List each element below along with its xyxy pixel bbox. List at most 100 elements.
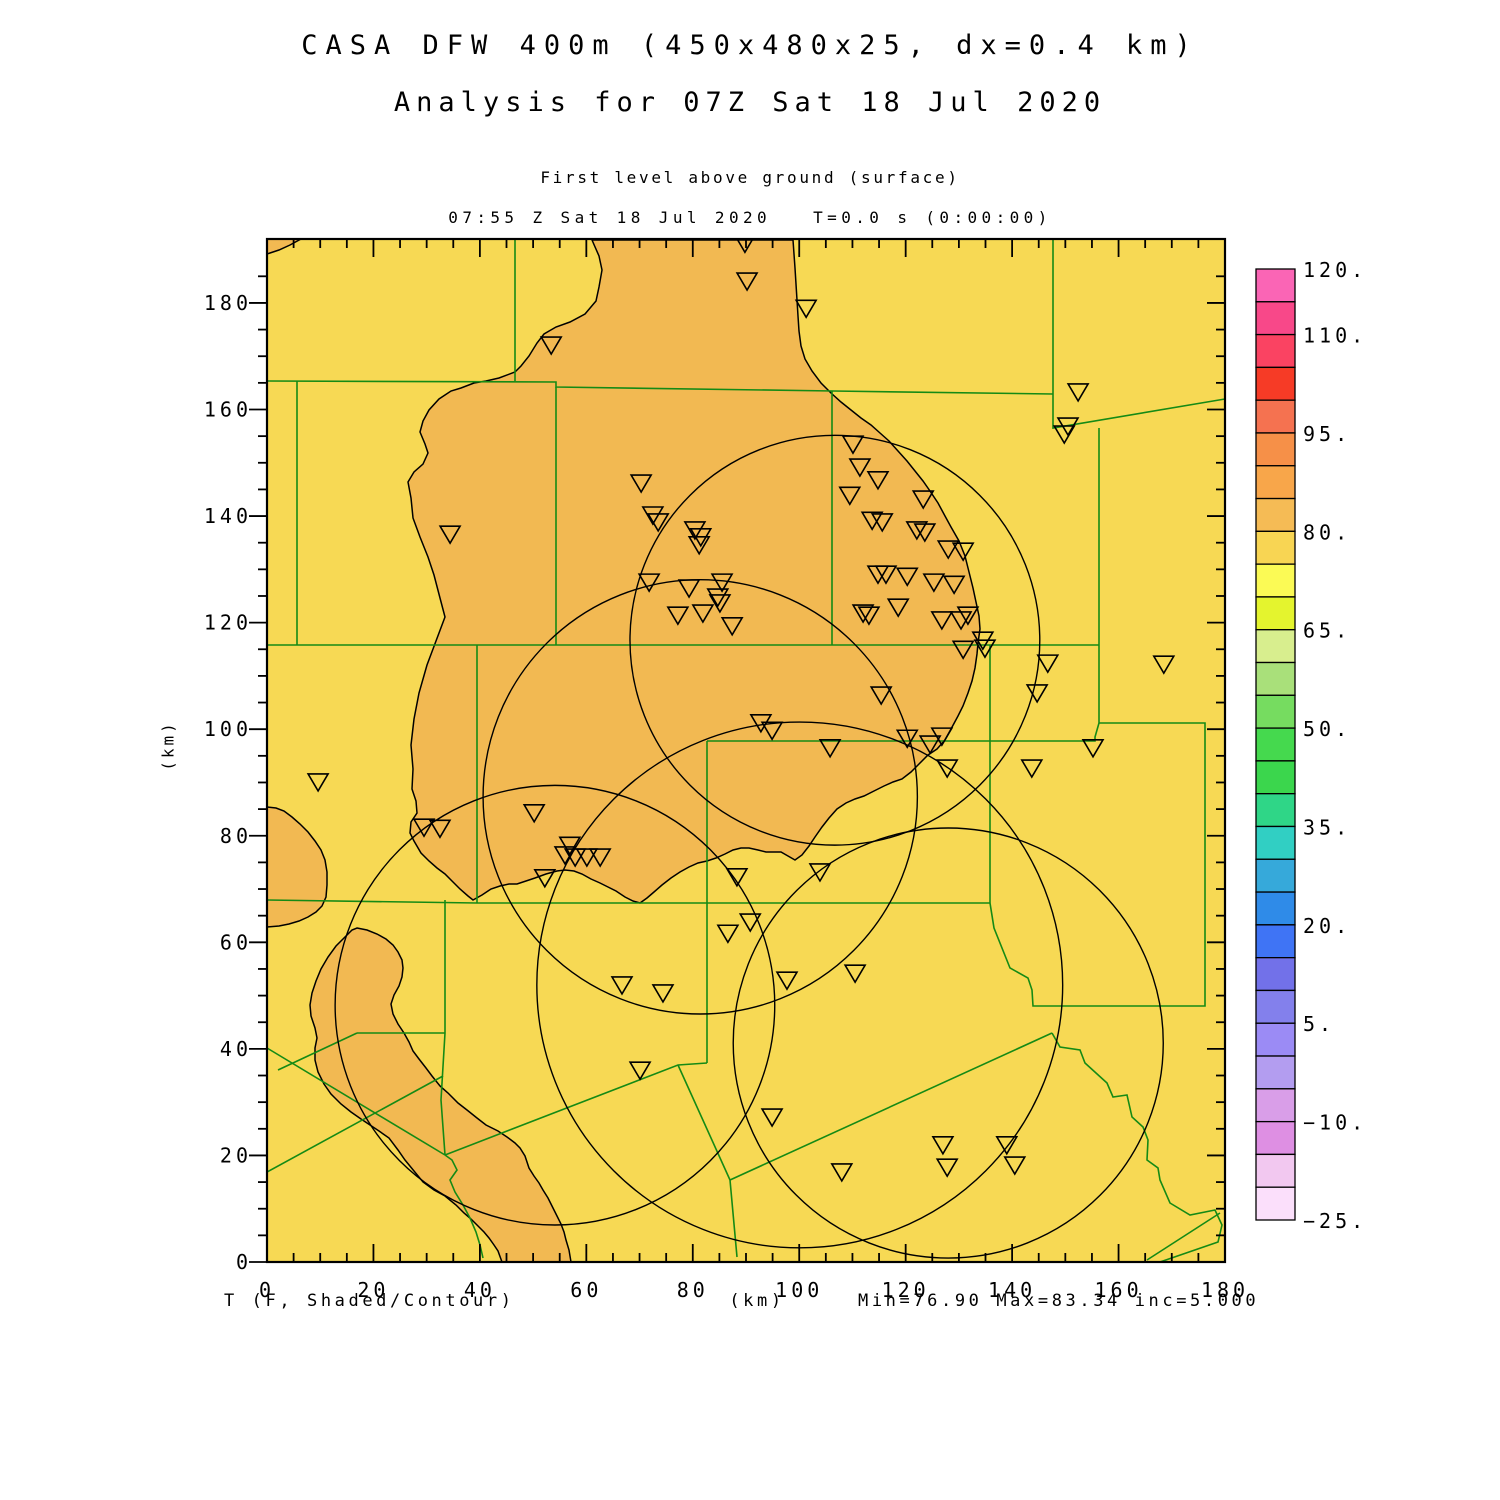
map-area [267, 239, 1225, 1262]
colorbar-label: −10. [1303, 1111, 1367, 1135]
contour-region-northwest-corner-sliver [267, 239, 302, 255]
station-marker-icon [563, 848, 587, 868]
station-marker-icon [738, 913, 762, 933]
colorbar-segment [1255, 661, 1296, 696]
station-marker-icon [1025, 684, 1049, 704]
station-marker-icon [760, 1108, 784, 1128]
station-marker-icon [857, 606, 881, 626]
station-marker-icon [866, 471, 890, 491]
station-marker-icon [651, 984, 675, 1004]
station-marker-icon [843, 964, 867, 984]
station-marker-icon [716, 924, 740, 944]
station-marker-icon [931, 1135, 955, 1156]
x-tick-label: 40 [464, 1278, 496, 1302]
colorbar-label: 5. [1303, 1012, 1335, 1036]
y-tick-label: 180 [204, 291, 252, 315]
station-marker-icon [895, 567, 919, 587]
x-tick-label: 0 [259, 1278, 275, 1302]
y-tick-label: 120 [204, 611, 252, 635]
colorbar-segment [1255, 924, 1296, 959]
station-marker-icon [539, 336, 563, 356]
colorbar-segment [1255, 432, 1296, 467]
station-marker-icon [851, 604, 875, 624]
county-boundary [444, 1154, 484, 1259]
county-boundary [989, 722, 1206, 1007]
county-boundary [267, 1075, 444, 1173]
colorbar-segment [1255, 301, 1296, 336]
colorbar-segment [1255, 957, 1296, 992]
colorbar-segment [1255, 1022, 1296, 1057]
county-boundaries-layer [267, 239, 1225, 1262]
y-tick-label: 160 [204, 398, 252, 422]
page-title-line2: Analysis for 07Z Sat 18 Jul 2020 [393, 87, 1107, 118]
station-marker-icon [935, 1158, 959, 1178]
colorbar-segment [1255, 989, 1296, 1024]
station-marker-icon [629, 474, 653, 494]
county-boundary [277, 1032, 358, 1071]
x-tick-label: 140 [988, 1278, 1036, 1302]
x-tick-label: 80 [677, 1278, 709, 1302]
colorbar-label: 20. [1303, 914, 1351, 938]
colorbar-segment [1255, 760, 1296, 795]
y-tick-label: 40 [220, 1037, 252, 1061]
station-marker-icon [838, 486, 862, 506]
station-marker-icon [588, 848, 612, 868]
x-tick-label: 120 [882, 1278, 930, 1302]
station-marker-icon [628, 1061, 652, 1081]
station-marker-icon [720, 617, 744, 637]
station-marker-icon [558, 836, 582, 856]
station-marker-icon [749, 713, 773, 734]
colorbar-segment [1255, 399, 1296, 434]
footer-field-label: T (F, Shaded/Contour) [224, 1291, 515, 1311]
colorbar-segment [1255, 1186, 1296, 1221]
station-marker-icon [575, 848, 599, 868]
colorbar-segment [1255, 825, 1296, 860]
colorbar-label: 65. [1303, 619, 1351, 643]
y-axis-label: (km) [158, 720, 178, 771]
station-markers [306, 239, 1176, 1183]
station-marker-icon [428, 819, 452, 839]
station-marker-icon [936, 540, 960, 560]
colorbar-segment [1255, 596, 1296, 631]
y-tick-label: 0 [236, 1250, 252, 1274]
county-boundary [267, 1047, 446, 1156]
county-boundary [729, 1032, 1053, 1181]
station-marker-icon [1003, 1156, 1027, 1176]
station-marker-icon [911, 490, 935, 510]
station-marker-icon [930, 611, 954, 631]
colorbar: 120. 110. 95. 80. 65. 50. 35. 20. 5. −10. −25. [1255, 258, 1367, 1233]
y-tick-label: 100 [204, 717, 252, 741]
colorbar-segment [1255, 366, 1296, 401]
station-marker-icon [874, 565, 898, 585]
county-boundary [707, 428, 1100, 742]
station-marker-icon [637, 573, 661, 593]
station-marker-icon [725, 867, 749, 888]
station-marker-icon [818, 739, 842, 759]
station-marker-icon [922, 573, 946, 593]
radar-range-rings [334, 434, 1164, 1259]
page-title-line1: CASA DFW 400m (450x480x25, dx=0.4 km) [301, 30, 1199, 61]
station-marker-icon [522, 804, 546, 824]
colorbar-segment [1255, 465, 1296, 500]
y-tick-label: 140 [204, 504, 252, 528]
x-tick-label: 20 [357, 1278, 389, 1302]
station-marker-icon [895, 729, 919, 749]
colorbar-segment [1255, 1055, 1296, 1090]
colorbar-segment [1255, 530, 1296, 565]
x-tick-label: 100 [775, 1278, 823, 1302]
station-marker-icon [691, 604, 715, 624]
county-boundary [1051, 1032, 1223, 1262]
station-marker-icon [794, 299, 818, 319]
station-marker-icon [951, 640, 975, 660]
station-marker-icon [610, 976, 634, 996]
station-marker-icon [706, 588, 730, 608]
station-marker-icon [1081, 739, 1105, 759]
colorbar-segment [1255, 497, 1296, 532]
colorbar-label: 95. [1303, 422, 1351, 446]
colorbar-segment [1255, 1088, 1296, 1123]
station-marker-icon [1036, 654, 1060, 674]
colorbar-label: 120. [1303, 258, 1367, 282]
y-tick-label: 80 [220, 824, 252, 848]
station-marker-icon [935, 759, 959, 779]
